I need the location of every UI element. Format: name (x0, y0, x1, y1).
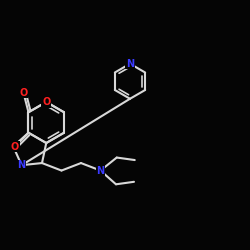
Text: O: O (42, 97, 50, 107)
Text: N: N (18, 160, 26, 170)
Text: O: O (10, 142, 19, 152)
Text: O: O (19, 88, 28, 98)
Text: N: N (126, 59, 134, 69)
Text: N: N (96, 166, 104, 175)
